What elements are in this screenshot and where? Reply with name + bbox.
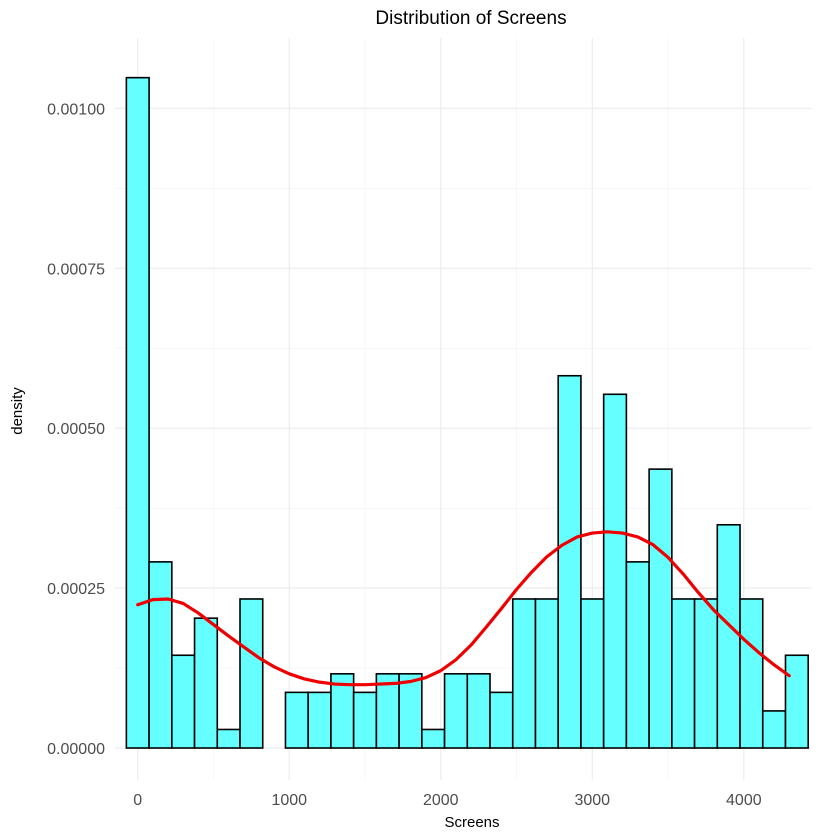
y-tick-label: 0.00075 [47,261,105,278]
histogram-bar [739,598,764,749]
histogram-bar [784,654,810,749]
histogram-bar [148,561,173,749]
y-tick-label: 0.00000 [47,741,105,758]
x-tick-label: 2000 [423,792,459,809]
tick-labels-layer: 0 1000 2000 3000 4000 0.00000 0.00025 0.00050 0.… [47,101,762,809]
histogram-bar [239,598,264,749]
histogram-bar [625,561,650,749]
chart-title: Distribution of Screens [375,8,566,29]
histogram-bar [557,374,582,749]
histogram-bar [421,728,446,749]
x-tick-label: 4000 [726,792,762,809]
histogram-bar [216,728,241,749]
histogram-bar [534,598,560,749]
histogram-bar [171,654,196,749]
histogram-bar [580,598,605,749]
density-curve [136,530,791,687]
histogram-bar [671,598,696,749]
histogram-bar [125,76,150,749]
histogram-bar [716,523,741,749]
histogram-bar [352,691,378,749]
density-curve-layer [136,530,791,687]
x-tick-label: 1000 [271,792,307,809]
y-tick-label: 0.00025 [47,581,105,598]
y-tick-label: 0.00050 [47,421,105,438]
histogram-bar [511,598,537,749]
histogram-bar [307,691,332,749]
histogram-bar [693,598,719,749]
histogram-bar [761,710,787,749]
y-axis-title: density [9,387,26,435]
histogram-bar [193,617,219,749]
histogram-bar [489,691,514,749]
x-tick-label: 0 [133,792,142,809]
histogram-bar [602,393,628,749]
x-axis-title: Screens [444,814,499,831]
x-tick-label: 3000 [574,792,610,809]
histogram-bar [466,673,491,749]
histogram-bar [443,673,469,749]
histogram-bar [284,691,309,749]
bars-layer [125,76,810,749]
histogram-bar [398,673,423,749]
y-tick-label: 0.00100 [47,101,105,118]
histogram-bar [648,468,673,749]
